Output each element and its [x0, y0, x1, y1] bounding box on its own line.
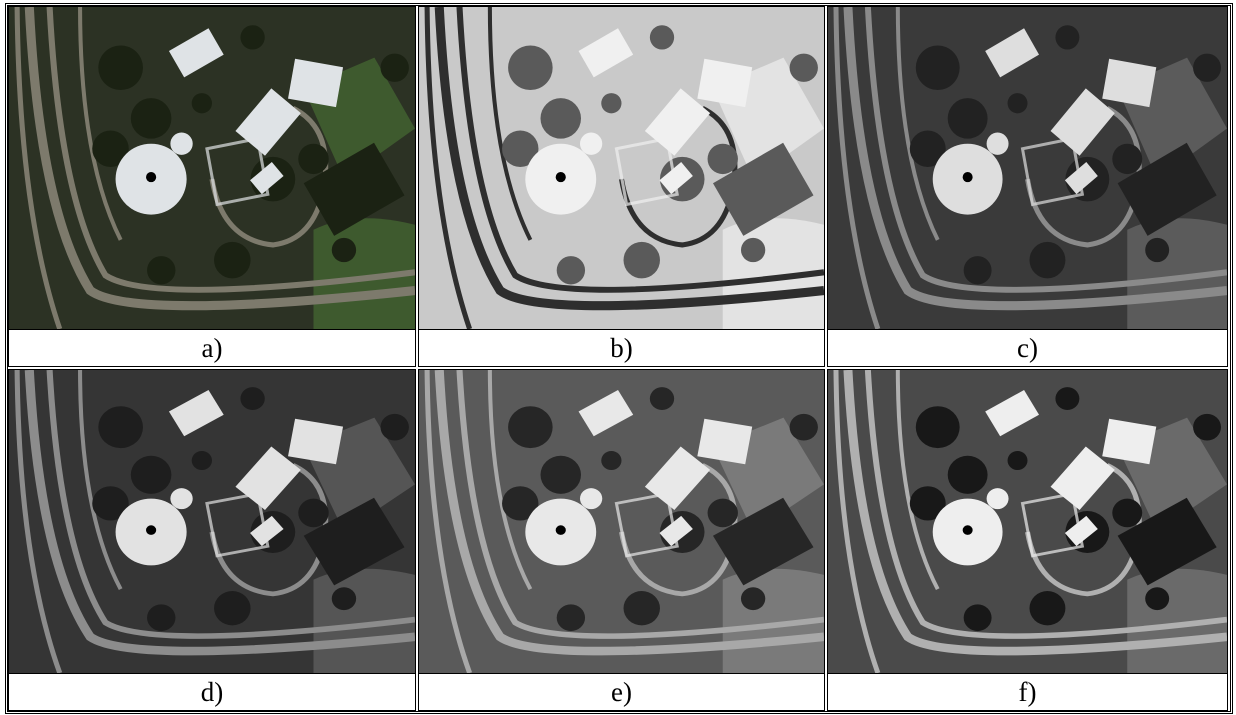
- panel-caption: a): [9, 329, 415, 366]
- panel-caption: c): [828, 329, 1227, 366]
- figure-panel: e): [418, 369, 825, 711]
- aerial-image: [9, 370, 415, 673]
- figure-panel: f): [827, 369, 1228, 711]
- aerial-image: [828, 370, 1227, 673]
- figure-panel: a): [8, 6, 416, 367]
- image-content: [828, 370, 1227, 673]
- image-content: [828, 7, 1227, 329]
- figure-grid: a) b) c) d) e) f): [5, 3, 1233, 714]
- image-content: [419, 370, 824, 673]
- panel-caption: b): [419, 329, 824, 366]
- figure-panel: d): [8, 369, 416, 711]
- aerial-image: [419, 370, 824, 673]
- aerial-image: [419, 7, 824, 329]
- image-content: [9, 370, 415, 673]
- panel-caption: f): [828, 673, 1227, 710]
- figure-panel: c): [827, 6, 1228, 367]
- figure-panel: b): [418, 6, 825, 367]
- panel-caption: e): [419, 673, 824, 710]
- image-content: [9, 7, 415, 329]
- aerial-image: [828, 7, 1227, 329]
- aerial-image: [9, 7, 415, 329]
- panel-caption: d): [9, 673, 415, 710]
- image-content: [419, 7, 824, 329]
